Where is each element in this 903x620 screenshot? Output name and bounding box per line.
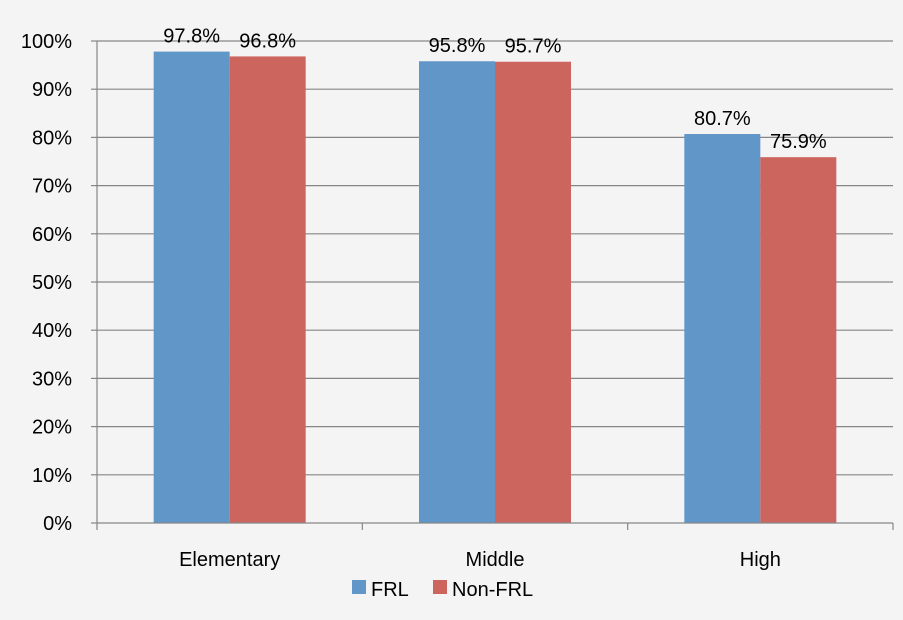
bar-frl-elementary bbox=[153, 51, 230, 523]
legend-swatch-non-frl bbox=[433, 580, 447, 594]
axes bbox=[96, 41, 894, 530]
y-tick-label: 90% bbox=[32, 79, 72, 101]
data-label: 95.7% bbox=[505, 36, 562, 58]
data-label: 80.7% bbox=[694, 108, 751, 130]
y-tick-label: 30% bbox=[32, 368, 72, 390]
y-tick-label: 50% bbox=[32, 272, 72, 294]
y-tick-label: 40% bbox=[32, 320, 72, 342]
y-tick-label: 100% bbox=[21, 31, 72, 53]
x-category-label: Middle bbox=[466, 549, 525, 571]
y-tick-label: 0% bbox=[43, 513, 72, 535]
category-labels: Elementary Middle High bbox=[179, 549, 781, 571]
y-tick-label: 80% bbox=[32, 127, 72, 149]
data-label: 96.8% bbox=[239, 30, 296, 52]
bar-frl-high bbox=[684, 134, 761, 523]
y-tick-label: 20% bbox=[32, 417, 72, 439]
y-tick-label: 70% bbox=[32, 176, 72, 198]
bars bbox=[153, 51, 837, 524]
bar-non-frl-high bbox=[760, 157, 837, 524]
y-tick-label: 60% bbox=[32, 224, 72, 246]
data-labels: 97.8% 96.8% 95.8% 95.7% 80.7% 75.9% bbox=[163, 26, 827, 154]
legend-label: Non-FRL bbox=[452, 579, 533, 601]
y-tick-label: 10% bbox=[32, 465, 72, 487]
bar-non-frl-middle bbox=[495, 61, 571, 523]
bar-non-frl-elementary bbox=[229, 56, 306, 523]
data-label: 95.8% bbox=[429, 35, 486, 57]
x-category-label: High bbox=[740, 549, 781, 571]
bar-frl-middle bbox=[419, 61, 495, 524]
data-label: 97.8% bbox=[163, 26, 220, 48]
y-axis-ticks: 0% 10% 20% 30% 40% 50% 60% 70% 80% 90% 100% bbox=[21, 31, 97, 535]
legend: FRL Non-FRL bbox=[352, 579, 533, 601]
legend-label: FRL bbox=[371, 579, 409, 601]
data-label: 75.9% bbox=[770, 131, 827, 153]
x-category-label: Elementary bbox=[179, 549, 280, 571]
legend-swatch-frl bbox=[352, 580, 366, 594]
